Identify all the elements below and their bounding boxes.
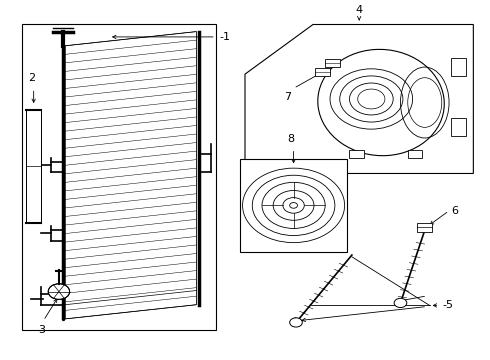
- Circle shape: [290, 318, 302, 327]
- Text: -5: -5: [442, 301, 453, 310]
- Bar: [53, 288, 65, 296]
- Text: 4: 4: [356, 5, 363, 14]
- Text: -1: -1: [220, 32, 231, 42]
- Ellipse shape: [318, 49, 444, 156]
- Bar: [325, 59, 340, 67]
- Bar: [408, 150, 422, 158]
- Bar: [22, 24, 216, 329]
- Text: 2: 2: [27, 73, 35, 83]
- Polygon shape: [240, 159, 347, 252]
- Bar: [451, 118, 466, 136]
- Polygon shape: [245, 24, 473, 174]
- Bar: [26, 110, 42, 223]
- Polygon shape: [65, 32, 196, 319]
- Bar: [417, 223, 432, 232]
- Bar: [451, 58, 466, 76]
- Text: 6: 6: [451, 206, 459, 216]
- Bar: [349, 150, 364, 158]
- Bar: [316, 68, 330, 76]
- Text: 8: 8: [288, 134, 294, 144]
- Text: 3: 3: [38, 325, 46, 335]
- Circle shape: [48, 284, 70, 300]
- Text: 7: 7: [284, 92, 291, 102]
- Circle shape: [394, 298, 407, 307]
